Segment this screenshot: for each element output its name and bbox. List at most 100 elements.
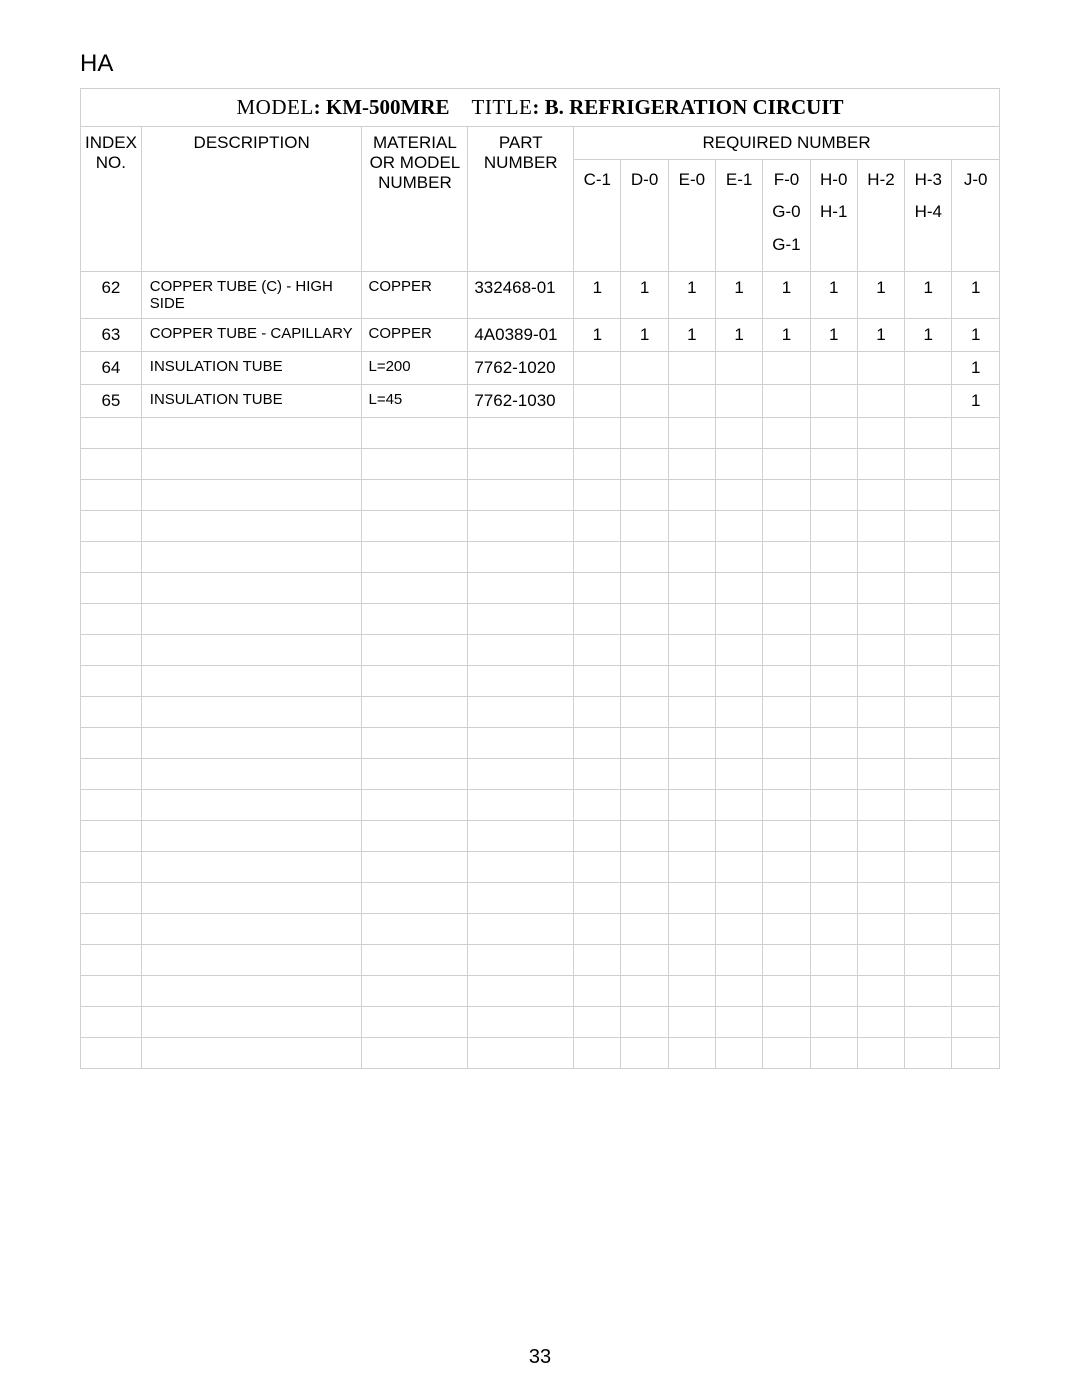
cell-empty	[905, 541, 952, 572]
cell-empty	[716, 851, 763, 882]
cell-empty	[668, 417, 715, 448]
cell-empty	[362, 603, 468, 634]
cell-empty	[763, 882, 810, 913]
cell-empty	[81, 696, 142, 727]
cell-empty	[668, 944, 715, 975]
cell-empty	[857, 634, 904, 665]
cell-req: 1	[574, 271, 621, 318]
cell-req	[716, 351, 763, 384]
cell-empty	[81, 541, 142, 572]
cell-empty	[468, 510, 574, 541]
cell-req: 1	[952, 271, 1000, 318]
page: HA MODEL: KM-500MRETITLE: B. REFRIGERATI…	[0, 0, 1080, 1397]
cell-empty	[716, 1037, 763, 1068]
cell-empty	[468, 696, 574, 727]
cell-empty	[905, 696, 952, 727]
cell-empty	[621, 1006, 668, 1037]
cell-empty	[362, 510, 468, 541]
cell-empty	[621, 479, 668, 510]
table-row-empty	[81, 851, 1000, 882]
cell-empty	[468, 541, 574, 572]
cell-empty	[468, 758, 574, 789]
cell-req: 1	[857, 271, 904, 318]
cell-empty	[668, 975, 715, 1006]
cell-empty	[468, 572, 574, 603]
cell-empty	[716, 417, 763, 448]
cell-empty	[857, 851, 904, 882]
cell-empty	[905, 758, 952, 789]
cell-empty	[905, 665, 952, 696]
cell-empty	[141, 758, 362, 789]
cell-empty	[763, 758, 810, 789]
table-row-empty	[81, 975, 1000, 1006]
cell-empty	[905, 913, 952, 944]
cell-empty	[574, 510, 621, 541]
cell-empty	[362, 634, 468, 665]
cell-empty	[468, 448, 574, 479]
cell-empty	[574, 882, 621, 913]
cell-empty	[621, 603, 668, 634]
cell-empty	[763, 448, 810, 479]
cell-empty	[574, 1006, 621, 1037]
cell-empty	[905, 572, 952, 603]
cell-empty	[763, 789, 810, 820]
cell-empty	[716, 913, 763, 944]
table-row: 63COPPER TUBE - CAPILLARYCOPPER4A0389-01…	[81, 318, 1000, 351]
cell-empty	[141, 1006, 362, 1037]
cell-empty	[763, 851, 810, 882]
header-index: INDEX NO.	[81, 127, 142, 272]
cell-empty	[716, 789, 763, 820]
cell-req	[857, 351, 904, 384]
cell-empty	[857, 1037, 904, 1068]
cell-empty	[141, 851, 362, 882]
cell-empty	[468, 1037, 574, 1068]
cell-empty	[810, 882, 857, 913]
cell-empty	[362, 696, 468, 727]
table-row-empty	[81, 417, 1000, 448]
cell-req	[905, 384, 952, 417]
cell-empty	[362, 758, 468, 789]
cell-empty	[141, 417, 362, 448]
title-label: TITLE	[472, 95, 533, 119]
cell-empty	[763, 820, 810, 851]
cell-empty	[621, 634, 668, 665]
cell-empty	[668, 727, 715, 758]
cell-empty	[716, 634, 763, 665]
table-row-empty	[81, 1037, 1000, 1068]
cell-empty	[857, 417, 904, 448]
cell-empty	[362, 944, 468, 975]
cell-empty	[621, 727, 668, 758]
header-req-col: H-3H-4	[905, 160, 952, 272]
cell-empty	[857, 541, 904, 572]
cell-empty	[574, 944, 621, 975]
cell-req	[621, 351, 668, 384]
cell-empty	[952, 479, 1000, 510]
cell-empty	[857, 727, 904, 758]
header-req-col: E-0	[668, 160, 715, 272]
cell-part: 7762-1020	[468, 351, 574, 384]
cell-empty	[668, 820, 715, 851]
cell-material: L=200	[362, 351, 468, 384]
cell-empty	[468, 820, 574, 851]
cell-empty	[621, 541, 668, 572]
header-req-col: E-1	[716, 160, 763, 272]
cell-empty	[468, 1006, 574, 1037]
cell-empty	[857, 913, 904, 944]
cell-empty	[952, 975, 1000, 1006]
cell-empty	[952, 696, 1000, 727]
cell-req	[810, 351, 857, 384]
cell-empty	[81, 851, 142, 882]
cell-empty	[362, 882, 468, 913]
cell-empty	[141, 541, 362, 572]
cell-empty	[362, 820, 468, 851]
cell-empty	[468, 417, 574, 448]
cell-req: 1	[905, 318, 952, 351]
cell-material: COPPER	[362, 271, 468, 318]
cell-empty	[952, 665, 1000, 696]
cell-empty	[810, 820, 857, 851]
cell-req	[574, 384, 621, 417]
cell-empty	[905, 851, 952, 882]
cell-empty	[141, 944, 362, 975]
cell-empty	[141, 572, 362, 603]
cell-empty	[621, 975, 668, 1006]
